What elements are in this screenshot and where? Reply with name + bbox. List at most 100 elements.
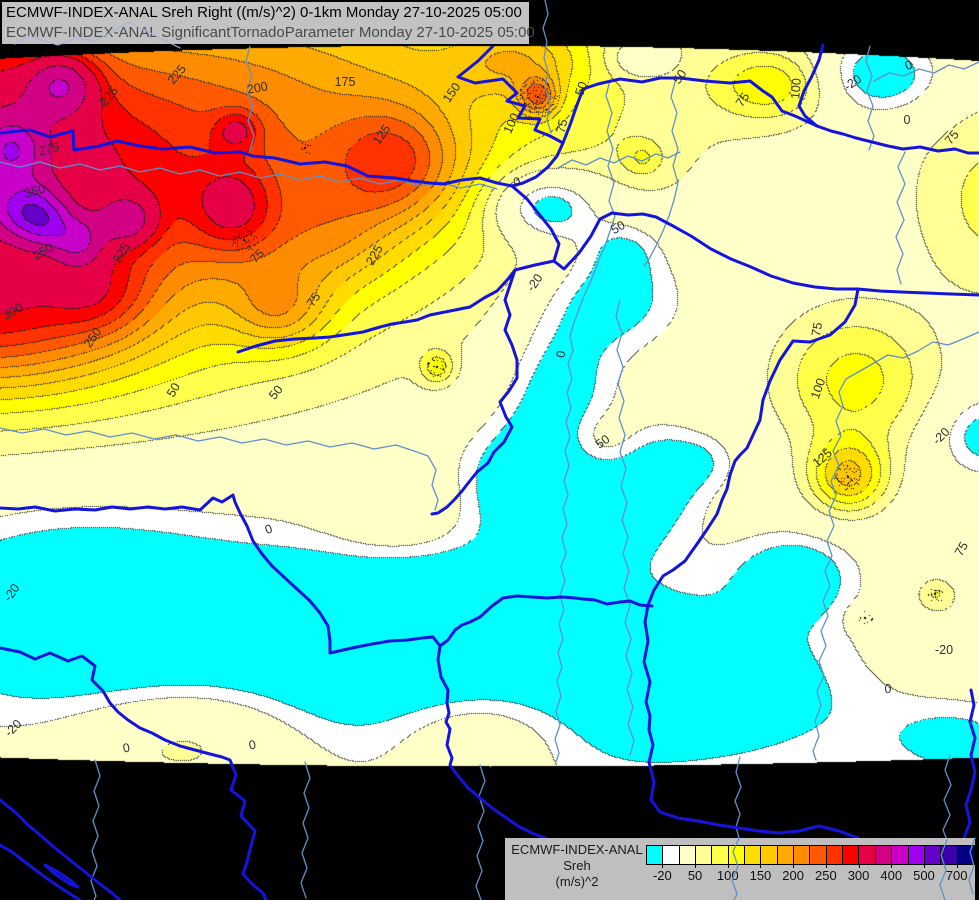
contour-label: 0 (122, 741, 131, 756)
colorbar-swatch (647, 846, 664, 864)
country-border-line (430, 268, 519, 516)
river-line (895, 151, 906, 285)
contour-label: 0 (903, 57, 914, 73)
colorbar (646, 845, 975, 865)
contour-label: 75 (952, 539, 971, 558)
country-border-line (0, 798, 122, 900)
river-line (595, 79, 616, 269)
country-border-line (797, 43, 825, 128)
contour-label: 50 (266, 383, 286, 403)
contour-label: -20 (524, 271, 546, 294)
contour-label: -20 (935, 643, 953, 657)
river-line (0, 161, 498, 190)
contour-label: 100 (808, 376, 828, 400)
river-line (554, 267, 597, 763)
colorbar-swatch (761, 846, 778, 864)
colorbar-swatch (826, 846, 844, 864)
country-border-line (962, 688, 977, 840)
colorbar-swatch (810, 846, 827, 864)
contour-label: 50 (608, 218, 627, 237)
country-border-line (236, 259, 556, 354)
legend-param: Sreh (563, 858, 591, 873)
contour-label: 0 (885, 682, 892, 696)
colorbar-swatch (696, 846, 713, 864)
contour-label: 225 (110, 240, 133, 265)
colorbar-swatch (859, 846, 876, 864)
river-line (812, 331, 979, 761)
contour-label: 225 (363, 242, 386, 267)
colorbar-swatch (875, 846, 893, 864)
country-border-line (0, 128, 514, 188)
colorbar-swatch (892, 846, 909, 864)
colorbar-tick (760, 864, 762, 868)
contour-label: -20 (1, 581, 23, 604)
colorbar-swatch (745, 846, 762, 864)
contour-label: 75 (942, 128, 962, 148)
contour-label: 0 (904, 113, 911, 127)
legend-text: ECMWF-INDEX-ANAL Sreh (m/s)^2 (511, 842, 643, 890)
river-line (245, 45, 255, 151)
river-line (873, 61, 979, 82)
contour-label: 75 (554, 118, 571, 135)
river-line (0, 427, 439, 511)
country-border-line (0, 843, 82, 900)
colorbar-tick-label: 150 (749, 868, 772, 883)
country-border-line (43, 863, 80, 889)
contour-label: 0 (554, 350, 569, 359)
legend-model: ECMWF-INDEX-ANAL (511, 842, 643, 857)
country-border-line (561, 76, 979, 155)
title-bar: ECMWF-INDEX-ANAL Sreh Right ((m/s)^2) 0-… (0, 0, 535, 46)
colorbar-swatch (663, 846, 680, 864)
colorbar-tick-label: -20 (652, 868, 672, 883)
colorbar-tick-label: 400 (880, 868, 903, 883)
river-line (643, 81, 679, 267)
contour-label: 75 (304, 290, 323, 309)
river-line (942, 754, 952, 841)
river-line (542, 0, 552, 134)
contour-label: 300 (0, 300, 25, 323)
colorbar-tick-label: 700 (945, 868, 968, 883)
contour-label: 0 (263, 521, 274, 537)
colorbar-tick-label: 250 (814, 868, 837, 883)
contour-label: 100 (788, 78, 804, 100)
contour-label: 350 (23, 182, 47, 201)
colorbar-tick (956, 864, 958, 868)
colorbar-swatch (794, 846, 811, 864)
contour-label: 50 (164, 380, 183, 399)
contour-label: 225 (165, 62, 189, 87)
colorbar-tick (695, 864, 697, 868)
contour-label: 50 (572, 80, 590, 98)
contour-label: -20 (930, 425, 953, 448)
colorbar-tick (662, 864, 664, 868)
river-line (557, 151, 681, 169)
colorbar-swatch (941, 846, 958, 864)
contour-label: 75 (733, 90, 752, 109)
country-border-line (642, 287, 860, 840)
colorbar-tick-label: 50 (687, 868, 703, 883)
title-line-1: ECMWF-INDEX-ANAL Sreh Right ((m/s)^2) 0-… (6, 4, 522, 21)
contour-label: 50 (670, 67, 689, 86)
colorbar-tick-label: 100 (716, 868, 739, 883)
country-border-line (328, 594, 654, 655)
colorbar-tick-label: 500 (913, 868, 935, 883)
colorbar-swatch (679, 846, 697, 864)
colorbar-tick-label: 200 (782, 868, 804, 883)
contour-label: -20 (2, 717, 25, 740)
river-line (734, 756, 742, 839)
title-line-2: ECMWF-INDEX-ANAL SignificantTornadoParam… (6, 24, 535, 41)
colorbar-tick (891, 864, 893, 868)
contour-label: 225 (97, 84, 121, 109)
colorbar-tick (858, 864, 860, 868)
contour-label: 0 (512, 174, 522, 189)
river-line (300, 761, 311, 899)
river-line (475, 764, 486, 900)
legend-units: (m/s)^2 (555, 874, 599, 889)
colorbar-swatch (957, 846, 974, 864)
colorbar-swatch (777, 846, 795, 864)
contour-label: 200 (246, 79, 269, 96)
country-border-line (456, 44, 565, 188)
colorbar-swatch (712, 846, 729, 864)
contour-label: 250 (81, 325, 104, 350)
